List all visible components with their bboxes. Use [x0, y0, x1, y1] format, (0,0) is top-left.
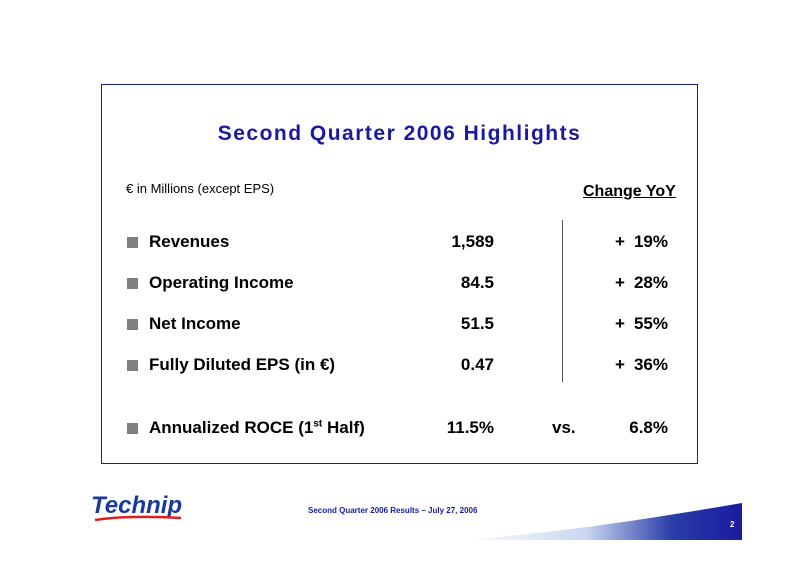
roce-value: 11.5%	[446, 418, 494, 437]
metric-value: 51.5	[460, 314, 494, 333]
metric-label: Operating Income	[149, 273, 294, 292]
square-bullet-icon	[127, 237, 138, 248]
change-sign: +	[615, 314, 625, 333]
square-bullet-icon	[127, 319, 138, 330]
metric-value: 0.47	[460, 355, 494, 374]
metric-row: Net Income 51.5 + 55%	[0, 314, 800, 336]
square-bullet-icon	[127, 360, 138, 371]
roce-label: Annualized ROCE (1st Half)	[149, 418, 365, 437]
change-value: 19%	[633, 232, 668, 251]
metric-row: Fully Diluted EPS (in €) 0.47 + 36%	[0, 355, 800, 377]
metric-value: 1,589	[451, 232, 494, 251]
change-sign: +	[615, 232, 625, 251]
vs-label: vs.	[552, 418, 576, 437]
technip-logo: Technip	[91, 492, 182, 522]
square-bullet-icon	[127, 278, 138, 289]
change-sign: +	[615, 355, 625, 374]
change-value: 55%	[633, 314, 668, 333]
metric-row: Operating Income 84.5 + 28%	[0, 273, 800, 295]
column-divider	[562, 220, 563, 382]
change-sign: +	[615, 273, 625, 292]
units-note: € in Millions (except EPS)	[126, 181, 275, 196]
change-yoy-header: Change YoY	[583, 183, 676, 200]
change-value: 28%	[633, 273, 668, 292]
metric-label: Revenues	[149, 232, 230, 251]
content-frame	[101, 84, 698, 464]
roce-row: Annualized ROCE (1st Half) 11.5% vs. 6.8…	[0, 418, 800, 440]
metric-label: Fully Diluted EPS (in €)	[149, 355, 336, 374]
roce-compare-value: 6.8%	[629, 418, 668, 437]
metric-value: 84.5	[460, 273, 494, 292]
change-value: 36%	[633, 355, 668, 374]
square-bullet-icon	[127, 423, 138, 434]
metric-row: Revenues 1,589 + 19%	[0, 232, 800, 254]
footer-caption: Second Quarter 2006 Results – July 27, 2…	[308, 506, 478, 515]
svg-text:Technip: Technip	[91, 492, 182, 519]
page-number: 2	[730, 520, 735, 529]
footer-wave-graphic	[460, 503, 742, 540]
slide-title: Second Quarter 2006 Highlights	[217, 122, 582, 145]
metric-label: Net Income	[149, 314, 241, 333]
